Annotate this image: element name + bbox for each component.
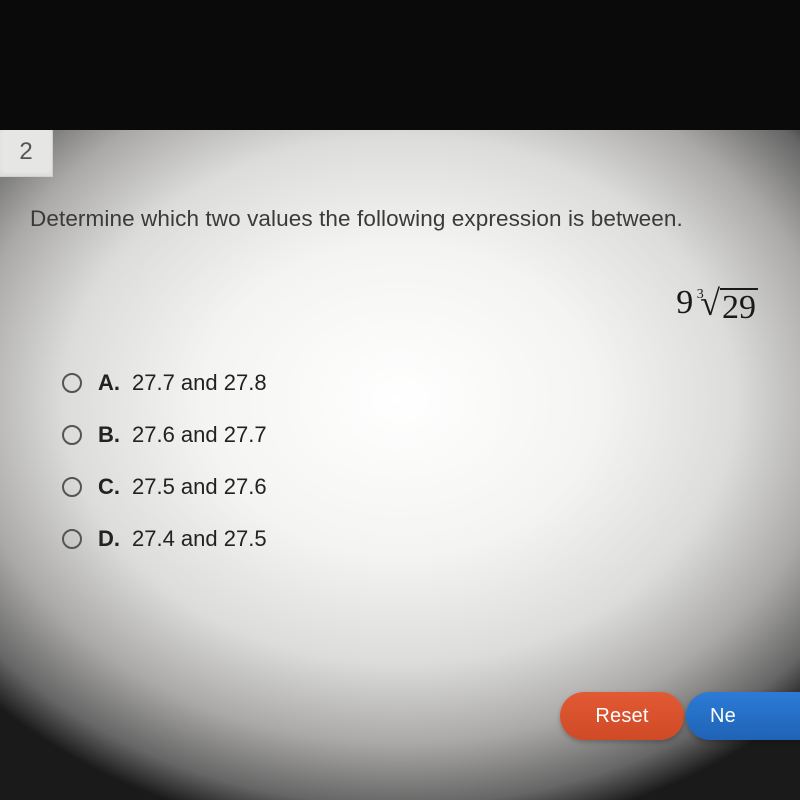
math-expression: 9 3 √ 29 [676, 286, 758, 323]
next-button[interactable]: Ne [686, 692, 800, 740]
choice-a-text: 27.7 and 27.8 [132, 370, 267, 396]
choice-b-letter: B. [98, 422, 132, 448]
choice-c-text: 27.5 and 27.6 [132, 474, 267, 500]
question-number-tab: 2 [0, 130, 53, 177]
choice-b[interactable]: B. 27.6 and 27.7 [62, 422, 267, 448]
choice-d[interactable]: D. 27.4 and 27.5 [62, 526, 267, 552]
expr-radicand: 29 [720, 288, 758, 325]
choice-d-text: 27.4 and 27.5 [132, 526, 267, 552]
choice-a[interactable]: A. 27.7 and 27.8 [62, 370, 267, 396]
radio-b[interactable] [62, 425, 82, 445]
choice-c-letter: C. [98, 474, 132, 500]
radio-a[interactable] [62, 373, 82, 393]
reset-button[interactable]: Reset [560, 692, 684, 740]
choice-c[interactable]: C. 27.5 and 27.6 [62, 474, 267, 500]
top-dark-band [0, 0, 800, 130]
radical-symbol: √ [700, 285, 720, 321]
question-prompt: Determine which two values the following… [30, 206, 760, 232]
reset-label: Reset [595, 705, 648, 728]
choice-a-letter: A. [98, 370, 132, 396]
choice-d-letter: D. [98, 526, 132, 552]
answer-choices: A. 27.7 and 27.8 B. 27.6 and 27.7 C. 27.… [62, 370, 267, 578]
expr-coefficient: 9 [676, 286, 693, 320]
next-label: Ne [710, 705, 736, 728]
radio-d[interactable] [62, 529, 82, 549]
radio-c[interactable] [62, 477, 82, 497]
choice-b-text: 27.6 and 27.7 [132, 422, 267, 448]
